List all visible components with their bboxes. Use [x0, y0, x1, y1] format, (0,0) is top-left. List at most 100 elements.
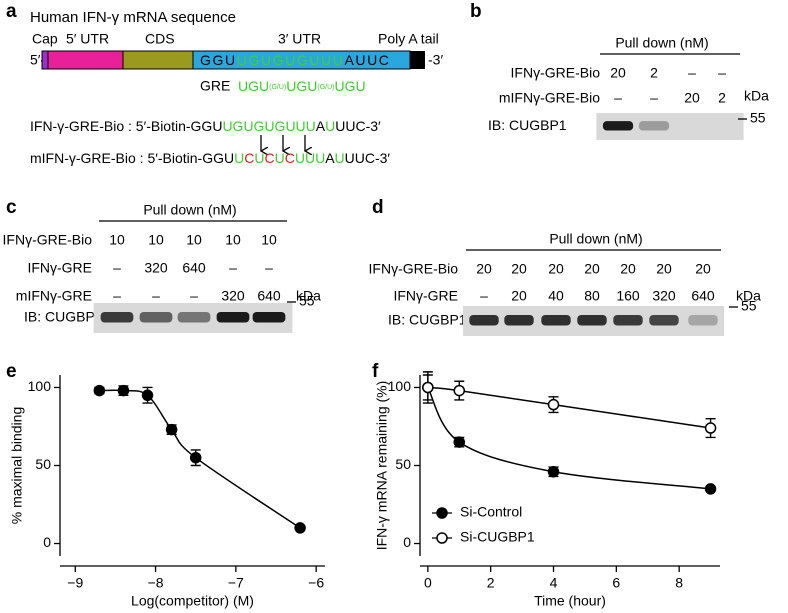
sequence-segment: U	[254, 150, 264, 166]
panel-label: d	[372, 197, 384, 218]
lane-cell: 640	[257, 288, 281, 304]
sequence-segment: C	[264, 150, 274, 166]
sequence-segment: mIFN-γ-GRE-Bio : 5′-Biotin-GGU	[30, 150, 234, 166]
lane-cell: –	[688, 65, 696, 81]
sequence-segment: A	[325, 150, 335, 166]
lane-cell: 20	[610, 65, 626, 81]
data-point	[165, 423, 178, 436]
lane-cell: 640	[182, 260, 206, 276]
unit-label: kDa	[744, 88, 769, 104]
band	[613, 315, 643, 326]
lane-cell: 20	[476, 261, 492, 277]
data-point	[453, 436, 466, 448]
lane-cell: –	[190, 288, 198, 304]
lane-cell: –	[650, 90, 658, 106]
lane-cell: 320	[652, 288, 676, 304]
row-label: IFNγ-GRE-Bio	[3, 232, 93, 248]
row-label: mIFNγ-GRE	[16, 288, 92, 304]
lane-cell: 20	[684, 90, 700, 106]
data-point	[117, 384, 130, 397]
y-tick-label: 100	[28, 378, 52, 394]
data-point	[422, 381, 434, 394]
sequence-segment: (G/U)	[269, 84, 286, 91]
gre-label: GRE	[200, 78, 230, 94]
three-prime: -3′	[428, 52, 443, 68]
probe-sequence: mIFN-γ-GRE-Bio : 5′-Biotin-GGUUCUCUCUUUA…	[30, 150, 390, 166]
data-point	[189, 451, 202, 464]
lane-cell: 20	[511, 261, 527, 277]
sequence-segment: U	[325, 118, 335, 134]
sequence-segment: GGU	[200, 52, 237, 68]
y-tick-label: 50	[395, 456, 411, 472]
data-point	[704, 422, 717, 434]
polya-block	[410, 51, 425, 69]
lane-cell: –	[152, 288, 160, 304]
panel-label: a	[6, 1, 17, 22]
lane-cell: 10	[186, 232, 202, 248]
band	[688, 315, 718, 326]
band	[216, 312, 250, 323]
lane-cell: 20	[511, 288, 527, 304]
x-axis-title: Log(competitor) (M)	[131, 593, 254, 609]
lane-cell: 160	[616, 288, 640, 304]
region-label: Poly A tail	[378, 31, 439, 47]
lane-cell: 10	[148, 232, 164, 248]
blot-label: IB: CUGBP1	[24, 309, 103, 325]
band	[100, 312, 134, 323]
x-tick-label: −6	[308, 575, 324, 591]
x-tick-label: −8	[148, 575, 164, 591]
unit-label: kDa	[736, 288, 761, 304]
x-axis-title: Time (hour)	[534, 593, 606, 609]
y-tick-label: 0	[403, 534, 411, 550]
legend-label: Si-CUGBP1	[460, 529, 535, 545]
blot-label: IB: CUGBP1	[488, 117, 567, 133]
lane-cell: –	[113, 260, 121, 276]
y-tick-label: 0	[43, 534, 51, 550]
utr5-block	[47, 50, 124, 70]
band	[577, 315, 607, 326]
panel-title: Human IFN-γ mRNA sequence	[30, 9, 236, 26]
legend-marker	[436, 507, 448, 519]
data-point	[547, 398, 560, 411]
cds-block	[122, 50, 194, 70]
lane-cell: –	[265, 260, 273, 276]
bar-sequence: GGUUGUGUGUUUAUUC	[200, 52, 391, 68]
lane-cell: 20	[656, 261, 672, 277]
data-point	[547, 465, 560, 478]
pulldown-header: Pull down (nM)	[549, 231, 642, 247]
x-tick-label: 4	[550, 575, 558, 591]
region-label: 3′ UTR	[278, 31, 321, 47]
lane-cell: 2	[650, 65, 658, 81]
fit-curve	[427, 386, 711, 429]
band	[469, 315, 499, 326]
y-tick-label: 50	[35, 456, 51, 472]
lane-cell: 10	[261, 232, 277, 248]
sequence-segment: (G/U)	[317, 84, 334, 91]
pulldown-header: Pull down (nM)	[615, 35, 708, 51]
lane-cell: 80	[584, 288, 600, 304]
lane-cell: –	[718, 65, 726, 81]
row-label: mIFNγ-GRE-Bio	[499, 90, 600, 106]
y-axis-title: % maximal binding	[9, 407, 25, 525]
band	[649, 315, 679, 326]
x-tick-label: 0	[424, 575, 432, 591]
sequence-segment: C	[244, 150, 254, 166]
lane-cell: 10	[109, 232, 125, 248]
band	[177, 312, 211, 323]
row-label: IFNγ-GRE	[393, 288, 458, 304]
panel-label: e	[6, 361, 17, 382]
x-tick-label: −9	[67, 575, 83, 591]
x-tick-label: 2	[487, 575, 495, 591]
sequence-segment: A	[344, 52, 355, 68]
sequence-segment: UUC-3′	[345, 150, 391, 166]
legend-marker	[436, 532, 448, 544]
band	[504, 315, 534, 326]
data-point	[294, 522, 306, 534]
legend-label: Si-Control	[460, 504, 522, 520]
row-label: IFNγ-GRE-Bio	[511, 65, 601, 81]
sequence-segment: U	[234, 150, 244, 166]
panel-label: f	[372, 361, 379, 382]
sequence-segment: U	[275, 150, 285, 166]
lane-cell: 40	[548, 288, 564, 304]
